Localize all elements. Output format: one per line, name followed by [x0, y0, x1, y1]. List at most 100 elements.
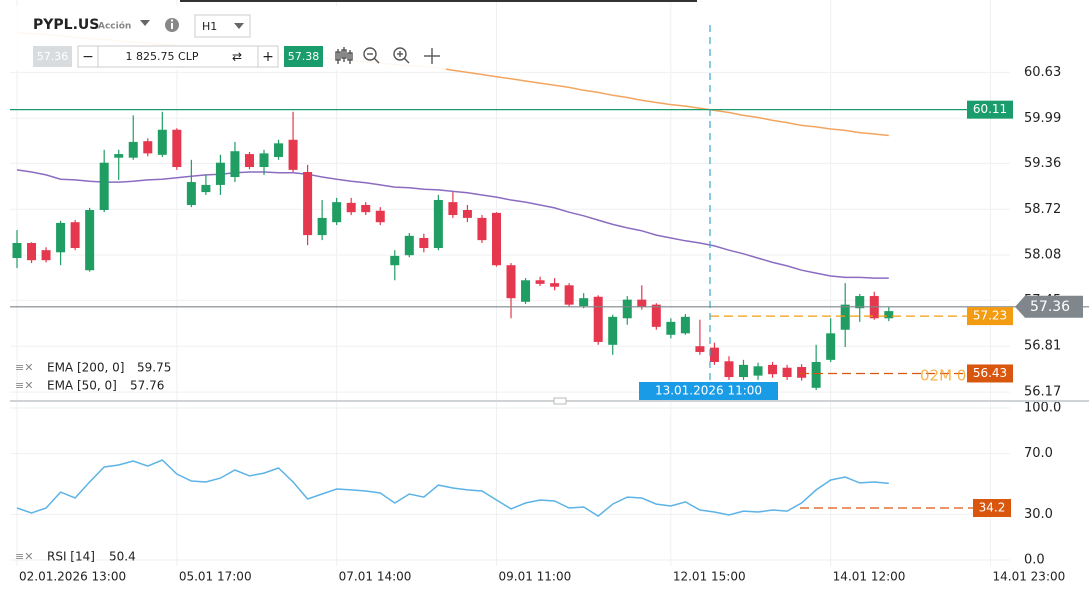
y-tick-label: 0.0	[1024, 553, 1045, 568]
candle-body	[41, 250, 51, 261]
candle-body	[666, 321, 676, 335]
candle-body	[579, 298, 589, 307]
candle-body	[506, 265, 516, 299]
candle-body	[593, 296, 603, 342]
candle-body	[12, 242, 22, 259]
candle-body	[826, 333, 836, 360]
y-tick-label: 59.36	[1024, 156, 1061, 171]
candle-body	[680, 316, 690, 334]
crosshair-label: 13.01.2026 11:00	[655, 384, 762, 398]
swap-icon[interactable]: ⇄	[232, 50, 242, 64]
candle-body	[753, 366, 763, 376]
candle-body	[390, 255, 400, 266]
x-tick-label: 09.01 11:00	[498, 570, 571, 584]
y-tick-label: 58.08	[1024, 248, 1061, 263]
info-glyph	[171, 23, 173, 29]
timeframe-dropdown	[234, 23, 244, 29]
candle-body	[811, 362, 821, 388]
candle-body	[709, 347, 719, 363]
legend-name: EMA [200, 0]	[47, 361, 125, 375]
candle-body	[884, 311, 894, 319]
y-tick-label: 60.63	[1024, 65, 1061, 80]
legend-value: 59.75	[137, 361, 171, 375]
timeframe-select[interactable]	[194, 14, 251, 38]
legend-value: 50.4	[109, 550, 136, 564]
separator-handle	[553, 397, 567, 405]
candle-body	[651, 304, 661, 327]
symbol-dropdown[interactable]	[140, 20, 150, 26]
level-label: 34.2	[979, 501, 1006, 515]
legend-name: RSI [14]	[47, 550, 95, 564]
toolbar: PYPL.US Acción H1 57.36 − + 1 825.75 CLP…	[10, 0, 697, 70]
plus-button[interactable]: +	[262, 49, 274, 65]
amount[interactable]: 1 825.75 CLP	[126, 50, 199, 63]
candle-body	[303, 172, 313, 236]
x-tick-label: 02.01.2026 13:00	[19, 570, 126, 584]
candle-body	[404, 235, 414, 256]
minus-button[interactable]: −	[82, 49, 94, 65]
bid-box[interactable]	[33, 46, 72, 67]
candle-body	[782, 367, 792, 378]
candle-body	[419, 237, 429, 249]
amount-box	[77, 45, 279, 68]
candle-body	[550, 283, 560, 287]
candle-body	[317, 217, 327, 236]
candle-body	[27, 242, 37, 261]
last-price-label: 57.36	[1030, 299, 1070, 315]
candle-body	[244, 154, 254, 168]
candle-body	[99, 162, 109, 211]
candle-body	[186, 182, 196, 205]
plot-layer: 02.01.2026 13:00 05.01 17:00 07.01 14:00 09…	[10, 0, 1089, 584]
legend-name: EMA [50, 0]	[47, 379, 117, 393]
candle-body	[477, 217, 487, 241]
candle-body	[840, 304, 850, 330]
candle-body	[695, 346, 705, 352]
price-label: 60.11	[973, 102, 1007, 116]
ask-price: 57.38	[288, 50, 320, 63]
candle-body	[346, 202, 356, 213]
candle-body	[128, 141, 138, 158]
last-price-box	[1015, 295, 1083, 318]
candle-body	[157, 129, 167, 155]
y-tick-label: 70.0	[1024, 446, 1053, 461]
candle-body	[608, 316, 618, 345]
candle-body	[332, 202, 342, 223]
legend-icon: ≡✕	[15, 379, 33, 392]
y-tick-label: 58.72	[1024, 202, 1061, 217]
candle-body	[259, 153, 269, 168]
x-tick-label: 14.01 23:00	[993, 570, 1066, 584]
candle-body	[521, 280, 531, 302]
candle-body	[361, 205, 371, 213]
info-glyph-dot	[171, 19, 173, 22]
indicator-line	[16, 169, 889, 279]
price-label: 56.43	[973, 366, 1007, 380]
y-tick-label: 30.0	[1024, 507, 1053, 522]
candle-body	[564, 285, 574, 305]
indicator-line	[16, 459, 889, 518]
candle-body	[535, 280, 545, 284]
ask-box[interactable]	[284, 46, 323, 67]
y-tick-label: 56.81	[1024, 339, 1061, 354]
candle-body	[172, 129, 182, 168]
candle-body	[143, 141, 153, 154]
candle-body	[288, 139, 298, 170]
price-label-box	[967, 307, 1013, 326]
candle-body	[56, 222, 66, 253]
y-tick-label: 100.0	[1024, 401, 1061, 416]
candle-body	[448, 202, 458, 216]
timeframe: H1	[202, 20, 217, 33]
candle-body	[85, 210, 95, 271]
candle-body	[230, 151, 240, 178]
level-label-box	[973, 499, 1011, 518]
candle-body	[70, 222, 80, 249]
x-tick-label: 14.01 12:00	[833, 570, 906, 584]
x-tick-label: 07.01 14:00	[339, 570, 412, 584]
candle-body	[637, 299, 647, 307]
y-tick-label: 56.17	[1024, 385, 1061, 400]
tool-icons[interactable]	[335, 47, 440, 64]
symbol[interactable]: PYPL.US	[33, 17, 99, 33]
legend-icon: ≡✕	[15, 550, 33, 563]
candle-body	[724, 361, 734, 378]
